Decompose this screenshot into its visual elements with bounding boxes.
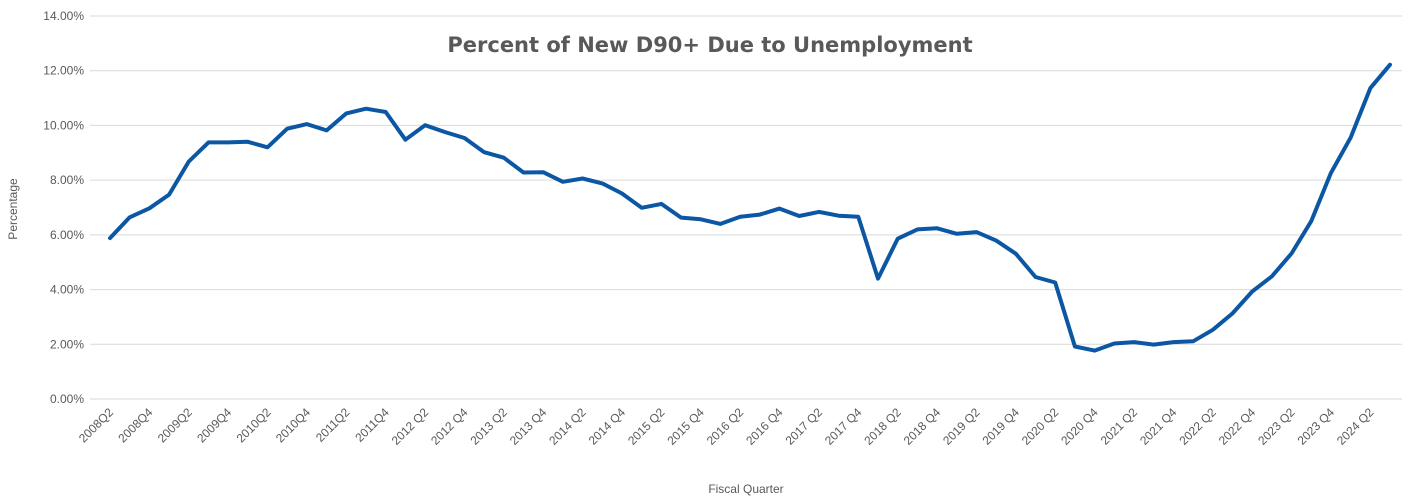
x-tick-label: 2016 Q2 (704, 405, 747, 448)
x-tick-label: 2015 Q4 (664, 405, 707, 448)
x-tick-label: 2011Q2 (313, 405, 353, 445)
y-tick-label: 6.00% (50, 228, 84, 242)
x-tick-label: 2013 Q4 (507, 405, 550, 448)
x-tick-label: 2010Q2 (234, 405, 274, 445)
x-tick-label: 2009Q2 (155, 405, 195, 445)
x-tick-label: 2022 Q4 (1216, 405, 1259, 448)
y-tick-label: 4.00% (50, 283, 84, 297)
x-tick-label: 2014 Q4 (586, 405, 629, 448)
x-tick-label: 2020 Q4 (1058, 405, 1101, 448)
x-tick-label: 2009Q4 (194, 405, 234, 445)
x-tick-label: 2018 Q2 (861, 405, 904, 448)
x-tick-label: 2017 Q2 (783, 405, 826, 448)
x-tick-label: 2021 Q4 (1137, 405, 1180, 448)
x-axis-ticks: 2008Q2 2008Q4 2009Q2 2009Q4 2010Q2 2010Q4 2011… (76, 405, 1377, 448)
x-tick-label: 2023 Q2 (1255, 405, 1298, 448)
x-axis-label: Fiscal Quarter (708, 482, 783, 496)
grid-lines (90, 15, 1402, 400)
y-axis-ticks: 0.00% 2.00% 4.00% 6.00% 8.00% 10.00% 12.00% 14.… (43, 9, 84, 406)
x-tick-label: 2012 Q4 (428, 405, 471, 448)
x-tick-label: 2017 Q4 (822, 405, 865, 448)
x-tick-label: 2008Q4 (115, 405, 155, 445)
y-tick-label: 0.00% (50, 392, 84, 406)
x-tick-label: 2015 Q2 (625, 405, 668, 448)
y-tick-label: 8.00% (50, 173, 84, 187)
y-tick-label: 14.00% (43, 9, 84, 23)
x-tick-label: 2008Q2 (76, 405, 116, 445)
x-tick-label: 2013 Q2 (468, 405, 511, 448)
y-axis-label: Percentage (6, 178, 20, 240)
x-tick-label: 2018 Q4 (901, 405, 944, 448)
x-tick-label: 2019 Q4 (980, 405, 1023, 448)
x-tick-label: 2023 Q4 (1295, 405, 1338, 448)
chart-title: Percent of New D90+ Due to Unemployment (447, 33, 972, 57)
x-tick-label: 2020 Q2 (1019, 405, 1062, 448)
x-tick-label: 2022 Q2 (1176, 405, 1219, 448)
series-line (108, 62, 1392, 353)
x-tick-label: 2012 Q2 (389, 405, 432, 448)
x-tick-label: 2010Q4 (273, 405, 313, 445)
y-tick-label: 12.00% (43, 64, 84, 78)
x-tick-label: 2021 Q2 (1098, 405, 1141, 448)
x-tick-label: 2014 Q2 (546, 405, 589, 448)
x-tick-label: 2024 Q2 (1334, 405, 1377, 448)
x-tick-label: 2011Q4 (352, 405, 392, 445)
y-tick-label: 10.00% (43, 118, 84, 132)
x-tick-label: 2019 Q2 (940, 405, 983, 448)
x-tick-label: 2016 Q4 (743, 405, 786, 448)
y-tick-label: 2.00% (50, 337, 84, 351)
